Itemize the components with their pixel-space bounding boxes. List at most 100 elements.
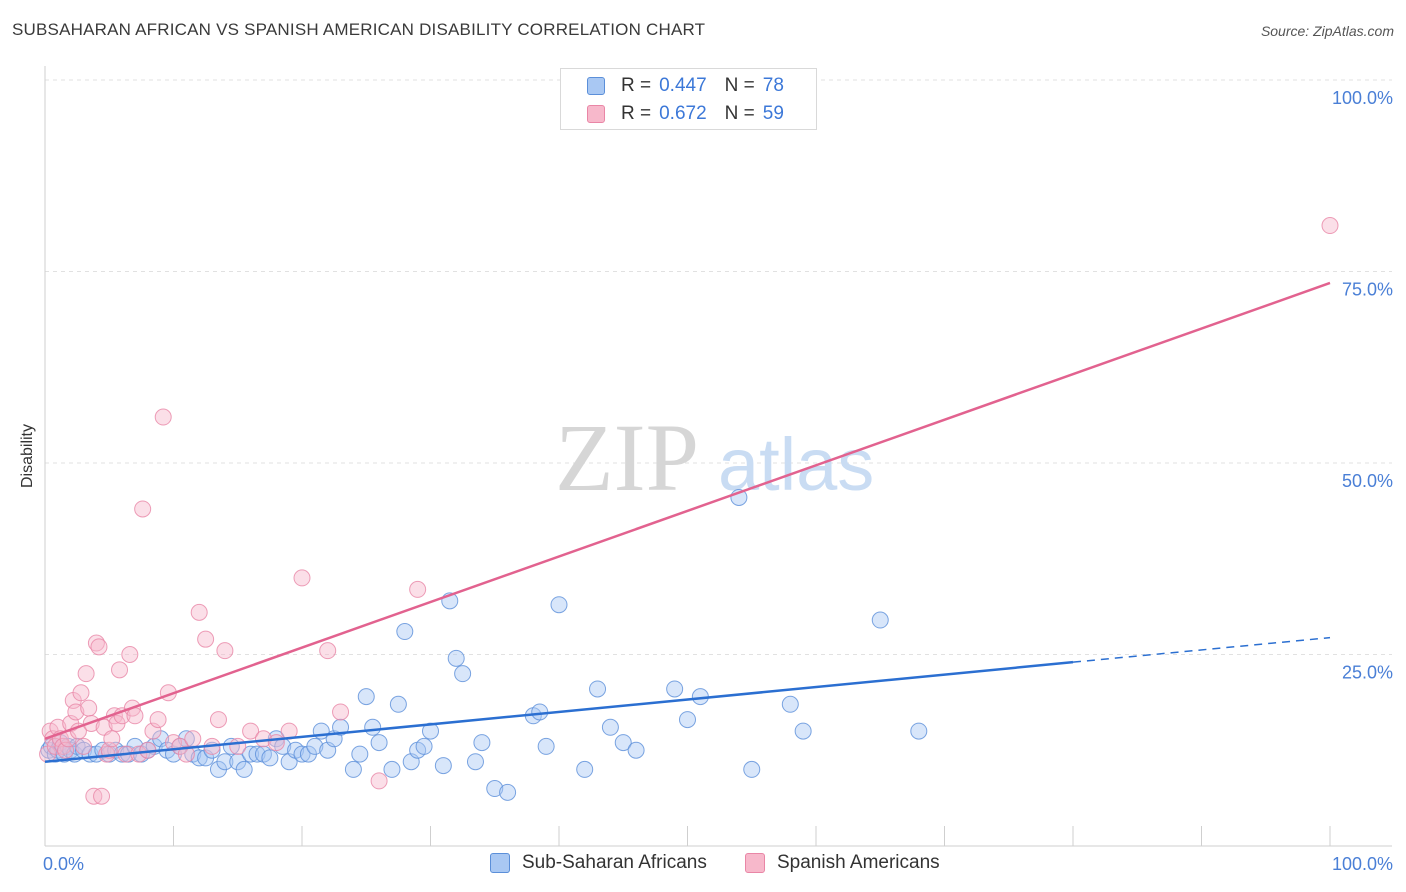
sub-saharan-point xyxy=(486,780,504,798)
chart-title: SUBSAHARAN AFRICAN VS SPANISH AMERICAN D… xyxy=(12,20,706,39)
sub-saharan-point xyxy=(447,649,465,667)
watermark: ZIP atlas xyxy=(555,404,874,511)
spanish-point xyxy=(1321,217,1339,235)
series-spanish-points xyxy=(39,217,1339,805)
spanish-point xyxy=(77,665,95,683)
axes xyxy=(44,66,1392,847)
x-tick-label: 0.0% xyxy=(43,854,84,874)
spanish-point xyxy=(126,707,144,725)
sub-saharan-point xyxy=(576,760,594,778)
sub-saharan-point xyxy=(466,753,484,771)
sub-saharan-point xyxy=(235,760,253,778)
spanish-point xyxy=(72,684,90,702)
sub-saharan-point xyxy=(261,749,279,767)
sub-saharan-point xyxy=(216,753,234,771)
sub-saharan-point xyxy=(910,722,928,740)
sub-saharan-point xyxy=(370,734,388,752)
sub-saharan-point xyxy=(242,745,260,763)
sub-saharan-point xyxy=(666,680,684,698)
correlation-legend: R = 0.447 N = 78 R = 0.672 N = 59 xyxy=(560,68,817,130)
sub-saharan-point xyxy=(396,623,414,641)
spanish-point xyxy=(197,630,215,648)
sub-saharan-point xyxy=(627,741,645,759)
sub-saharan-point xyxy=(434,757,452,775)
tick-labels: 25.0% 50.0% 75.0% 100.0% 0.0% 100.0% xyxy=(43,88,1393,874)
sub-saharan-point xyxy=(614,734,632,752)
sub-saharan-point xyxy=(537,737,555,755)
spanish-point xyxy=(154,408,172,426)
sub-saharan-trend-line xyxy=(44,660,1074,763)
n-value: 59 xyxy=(762,103,784,124)
spanish-point xyxy=(103,730,121,748)
sub-saharan-point xyxy=(357,688,375,706)
sub-saharan-point xyxy=(389,695,407,713)
sub-saharan-point xyxy=(332,718,350,736)
spanish-point xyxy=(80,699,98,717)
sub-saharan-trend-extension xyxy=(1072,636,1331,663)
series-sub-saharan-points xyxy=(40,488,928,801)
sub-saharan-point xyxy=(190,749,208,767)
y-tick-label: 25.0% xyxy=(1342,663,1393,683)
spanish-point xyxy=(293,569,311,587)
spanish-point xyxy=(121,646,139,663)
source-credit: Source: ZipAtlas.com xyxy=(1260,23,1394,39)
sub-saharan-point xyxy=(344,760,362,778)
spanish-point xyxy=(216,642,234,660)
n-label: N = xyxy=(724,103,755,124)
pink-swatch xyxy=(587,105,605,123)
pink-swatch xyxy=(745,853,765,873)
spanish-trend-line xyxy=(44,281,1331,740)
sub-saharan-point xyxy=(351,745,369,763)
sub-saharan-point xyxy=(871,611,889,629)
sub-saharan-point xyxy=(743,760,761,778)
spanish-point xyxy=(149,711,167,729)
sub-saharan-point xyxy=(531,703,549,721)
spanish-point xyxy=(267,734,285,752)
sub-saharan-point xyxy=(454,665,472,683)
spanish-point xyxy=(319,642,337,660)
sub-saharan-point xyxy=(550,596,568,614)
spanish-point xyxy=(93,787,111,805)
sub-saharan-point xyxy=(306,737,324,755)
spanish-point xyxy=(409,580,427,598)
spanish-point xyxy=(134,500,152,518)
spanish-point xyxy=(370,772,388,790)
sub-saharan-point xyxy=(781,695,799,713)
sub-saharan-point xyxy=(794,722,812,740)
n-label: N = xyxy=(724,75,755,96)
spanish-point xyxy=(75,737,93,755)
x-tick-label: 100.0% xyxy=(1332,854,1393,874)
sub-saharan-point xyxy=(679,711,696,729)
blue-swatch xyxy=(587,77,605,95)
legend-row-spanish: R = 0.672 N = 59 xyxy=(587,103,784,125)
legend-row-sub-saharan: R = 0.447 N = 78 xyxy=(587,75,784,97)
spanish-point xyxy=(209,711,227,729)
sub-saharan-point xyxy=(293,745,311,763)
legend-label: Sub-Saharan Africans xyxy=(522,852,707,873)
blue-swatch xyxy=(490,853,510,873)
series-legend: Sub-Saharan Africans Spanish Americans xyxy=(0,852,1406,876)
n-value: 78 xyxy=(762,75,784,96)
sub-saharan-point xyxy=(248,745,266,763)
sub-saharan-point xyxy=(383,760,401,778)
sub-saharan-point xyxy=(422,722,439,740)
spanish-point xyxy=(190,603,208,621)
spanish-point xyxy=(229,737,247,755)
legend-label: Spanish Americans xyxy=(777,852,940,873)
r-label: R = xyxy=(621,75,652,96)
sub-saharan-point xyxy=(415,737,433,755)
y-tick-label: 75.0% xyxy=(1342,280,1393,300)
spanish-point xyxy=(184,730,202,748)
r-value: 0.672 xyxy=(659,103,707,124)
legend-item-sub-saharan[interactable]: Sub-Saharan Africans xyxy=(490,852,707,874)
spanish-point xyxy=(332,703,350,721)
legend-item-spanish[interactable]: Spanish Americans xyxy=(745,852,940,874)
spanish-point xyxy=(177,745,195,763)
trend-lines xyxy=(44,281,1331,763)
spanish-point xyxy=(90,638,108,656)
r-label: R = xyxy=(621,103,652,124)
watermark-zip: ZIP xyxy=(555,404,699,511)
spanish-point xyxy=(111,661,129,679)
spanish-point xyxy=(67,703,85,721)
